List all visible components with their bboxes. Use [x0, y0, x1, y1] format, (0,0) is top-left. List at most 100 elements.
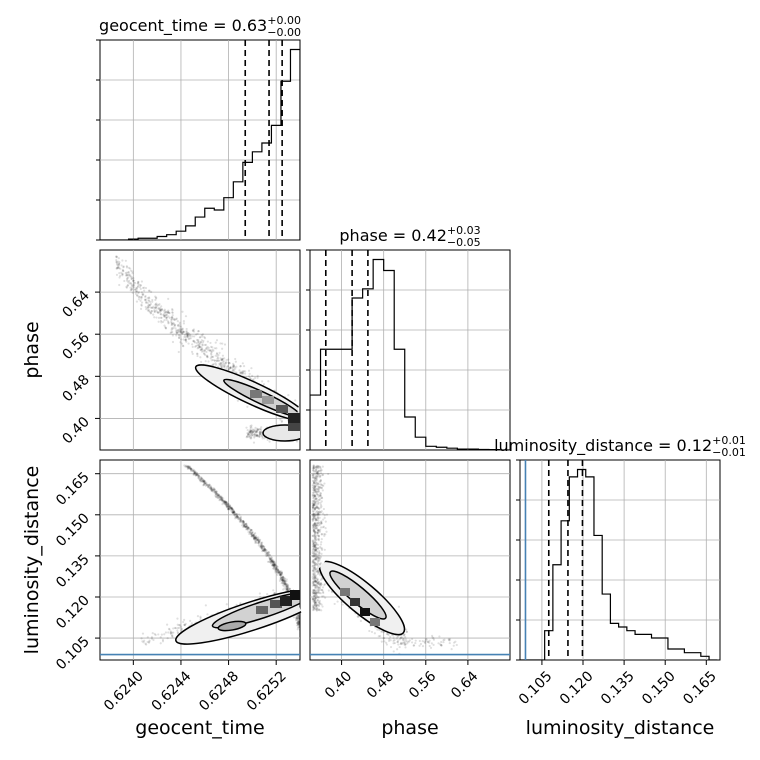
title-upper-error: +0.03	[447, 224, 481, 237]
sample-point	[314, 546, 317, 549]
sample-point	[250, 528, 253, 532]
sample-point	[322, 525, 325, 528]
sample-point	[313, 568, 316, 571]
sample-point	[385, 643, 389, 646]
sample-point	[154, 306, 157, 309]
sample-point	[194, 470, 197, 473]
sample-point	[170, 331, 173, 334]
sample-point	[139, 299, 142, 302]
sample-point	[199, 335, 202, 339]
sample-point	[301, 626, 303, 628]
sample-point	[191, 329, 195, 333]
sample-point	[142, 641, 145, 644]
sample-point	[313, 533, 316, 536]
sample-point	[131, 285, 134, 288]
sample-point	[314, 592, 318, 596]
sample-point	[187, 332, 190, 335]
sample-point	[203, 480, 206, 483]
sample-point	[317, 547, 320, 550]
sample-point	[190, 468, 194, 471]
sample-point	[152, 638, 155, 642]
sample-point	[318, 609, 321, 612]
sample-point	[312, 506, 315, 509]
sample-point	[126, 284, 129, 287]
sample-point	[313, 506, 316, 509]
sample-point	[208, 349, 211, 352]
sample-point	[314, 549, 317, 552]
sample-point	[184, 622, 187, 625]
sample-point	[315, 466, 318, 469]
sample-point	[221, 342, 224, 345]
sample-point	[313, 477, 316, 480]
sample-point	[255, 430, 258, 433]
sample-point	[261, 437, 264, 440]
sample-point	[263, 548, 266, 552]
sample-point	[275, 567, 278, 570]
sample-point	[312, 580, 315, 583]
sample-point	[315, 563, 318, 566]
sample-point	[158, 311, 161, 314]
sample-point	[278, 571, 281, 574]
sample-point	[187, 466, 191, 469]
title-main: luminosity_distance = 0.12	[494, 436, 712, 456]
sample-point	[211, 489, 214, 492]
sample-point	[192, 473, 195, 476]
sample-point	[315, 522, 318, 525]
sample-point	[311, 549, 314, 553]
sample-point	[275, 566, 278, 570]
sample-point	[201, 344, 204, 347]
sample-point	[176, 329, 179, 332]
sample-point	[157, 307, 160, 310]
sample-point	[198, 475, 201, 478]
sample-point	[280, 571, 284, 574]
sample-point	[258, 539, 261, 543]
sample-point	[197, 342, 200, 345]
sample-point	[247, 526, 250, 530]
sample-point	[270, 556, 273, 560]
sample-point	[316, 578, 319, 582]
sample-point	[137, 281, 140, 285]
sample-point	[319, 479, 322, 482]
sample-point	[324, 596, 327, 599]
sample-point	[341, 603, 344, 606]
sample-point	[313, 576, 316, 579]
sample-point	[260, 544, 263, 547]
sample-point	[321, 590, 325, 593]
sample-point	[160, 305, 163, 308]
sample-point	[277, 571, 280, 574]
panel-title-geocent_time: geocent_time = 0.63+0.00	[99, 14, 301, 36]
sample-point	[314, 545, 317, 548]
sample-point	[201, 478, 204, 481]
sample-point	[242, 524, 246, 528]
sample-point	[228, 504, 231, 507]
sample-point	[145, 308, 148, 311]
sample-point	[297, 617, 300, 620]
sample-point	[194, 474, 198, 477]
sample-point	[242, 365, 246, 368]
sample-point	[280, 571, 283, 574]
sample-point	[249, 426, 252, 430]
sample-point	[327, 472, 330, 476]
sample-point	[317, 580, 321, 583]
sample-point	[157, 304, 160, 307]
sample-point	[260, 547, 263, 550]
x-axis-label-luminosity_distance: luminosity_distance	[526, 717, 715, 739]
sample-point	[259, 432, 262, 436]
sample-point	[175, 317, 178, 320]
sample-point	[247, 525, 250, 529]
sample-point	[149, 306, 152, 309]
sample-point	[253, 536, 256, 540]
sample-point	[404, 646, 407, 649]
sample-point	[312, 574, 316, 577]
sample-point	[250, 534, 254, 537]
sample-point	[224, 501, 227, 505]
sample-point	[316, 607, 319, 610]
sample-point	[222, 500, 225, 503]
sample-point	[229, 366, 232, 370]
sample-point	[196, 352, 199, 355]
sample-point	[260, 434, 263, 438]
sample-point	[317, 571, 320, 575]
sample-point	[228, 507, 231, 510]
panel-phase-vs-geocent_time	[99, 249, 310, 451]
sample-point	[266, 438, 269, 442]
